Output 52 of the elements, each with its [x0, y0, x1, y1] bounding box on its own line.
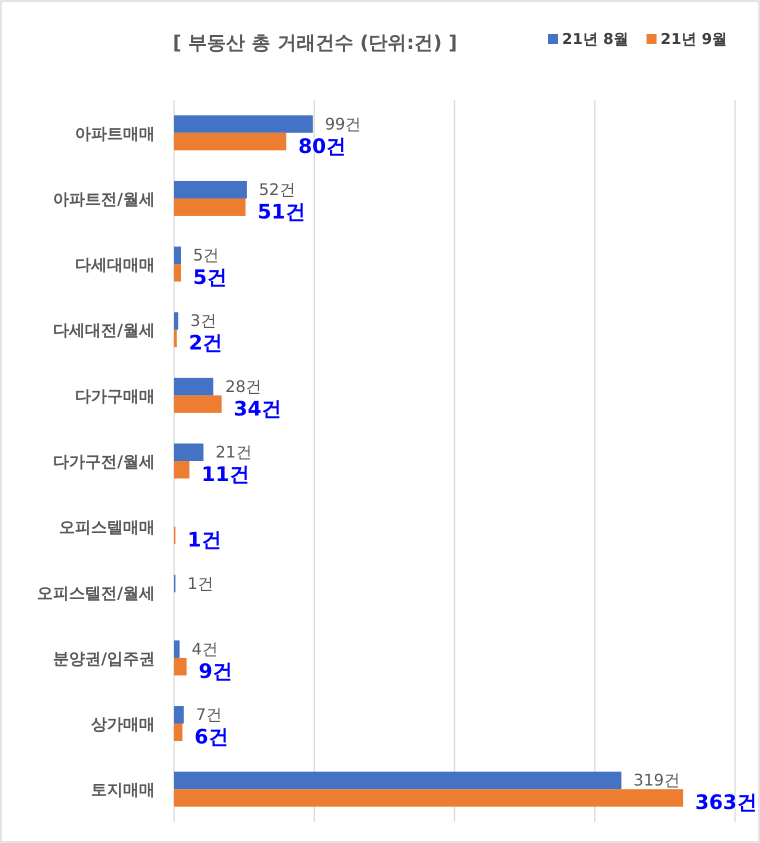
legend-label: 21년 9월: [660, 30, 728, 48]
y-tick-label: 다가구전/월세: [53, 452, 155, 471]
data-label: 52건: [258, 180, 296, 199]
data-label: 9건: [198, 658, 233, 683]
bar: [174, 264, 182, 282]
data-label: 80건: [298, 134, 346, 158]
data-label: 1건: [187, 574, 214, 593]
data-label: 2건: [188, 330, 223, 355]
y-tick-label: 분양권/입주권: [53, 648, 155, 668]
data-label: 7건: [196, 705, 222, 724]
bar: [174, 706, 184, 724]
bar: [174, 658, 187, 676]
bar: [174, 180, 247, 198]
data-label: 21건: [215, 442, 252, 462]
data-label: 1건: [187, 528, 222, 552]
bar: [174, 395, 222, 413]
bar: [174, 640, 180, 658]
y-tick-label: 다가구매매: [75, 386, 155, 406]
legend-label: 21년 8월: [562, 30, 629, 48]
y-tick-label: 아파트전/월세: [53, 189, 155, 208]
bar: [174, 115, 313, 133]
data-label: 5건: [193, 246, 220, 265]
bar: [174, 330, 177, 348]
bar: [174, 246, 182, 264]
bar: [174, 724, 182, 742]
data-label: 6건: [194, 724, 228, 749]
y-tick-label: 토지매매: [91, 780, 155, 800]
bar: [174, 312, 178, 330]
data-label: 3건: [190, 311, 216, 330]
y-tick-label: 상가매매: [91, 714, 155, 734]
data-label: 363건: [695, 790, 757, 814]
y-tick-label: 다세대매매: [75, 255, 155, 274]
data-label: 51건: [258, 199, 306, 224]
bar: [174, 378, 214, 396]
bar: [174, 461, 190, 478]
data-label: 5건: [193, 265, 227, 290]
bar: [174, 789, 684, 807]
chart-title: [ 부동산 총 거래건수 (단위:건) ]: [172, 32, 458, 54]
bar: [174, 198, 246, 216]
data-label: 99건: [324, 114, 362, 134]
bar: [174, 132, 286, 150]
data-label: 28건: [225, 376, 262, 396]
data-label: 4건: [192, 639, 218, 658]
data-label: 319건: [633, 770, 680, 790]
y-tick-label: 오피스텔전/월세: [37, 583, 155, 602]
data-label: 34건: [234, 396, 282, 420]
data-label: 11건: [201, 462, 250, 486]
y-tick-label: 아파트매매: [75, 124, 155, 143]
y-tick-label: 오피스텔매매: [59, 518, 155, 537]
bar: [174, 444, 204, 461]
bar: [174, 772, 622, 790]
y-tick-label: 다세대전/월세: [53, 320, 155, 340]
